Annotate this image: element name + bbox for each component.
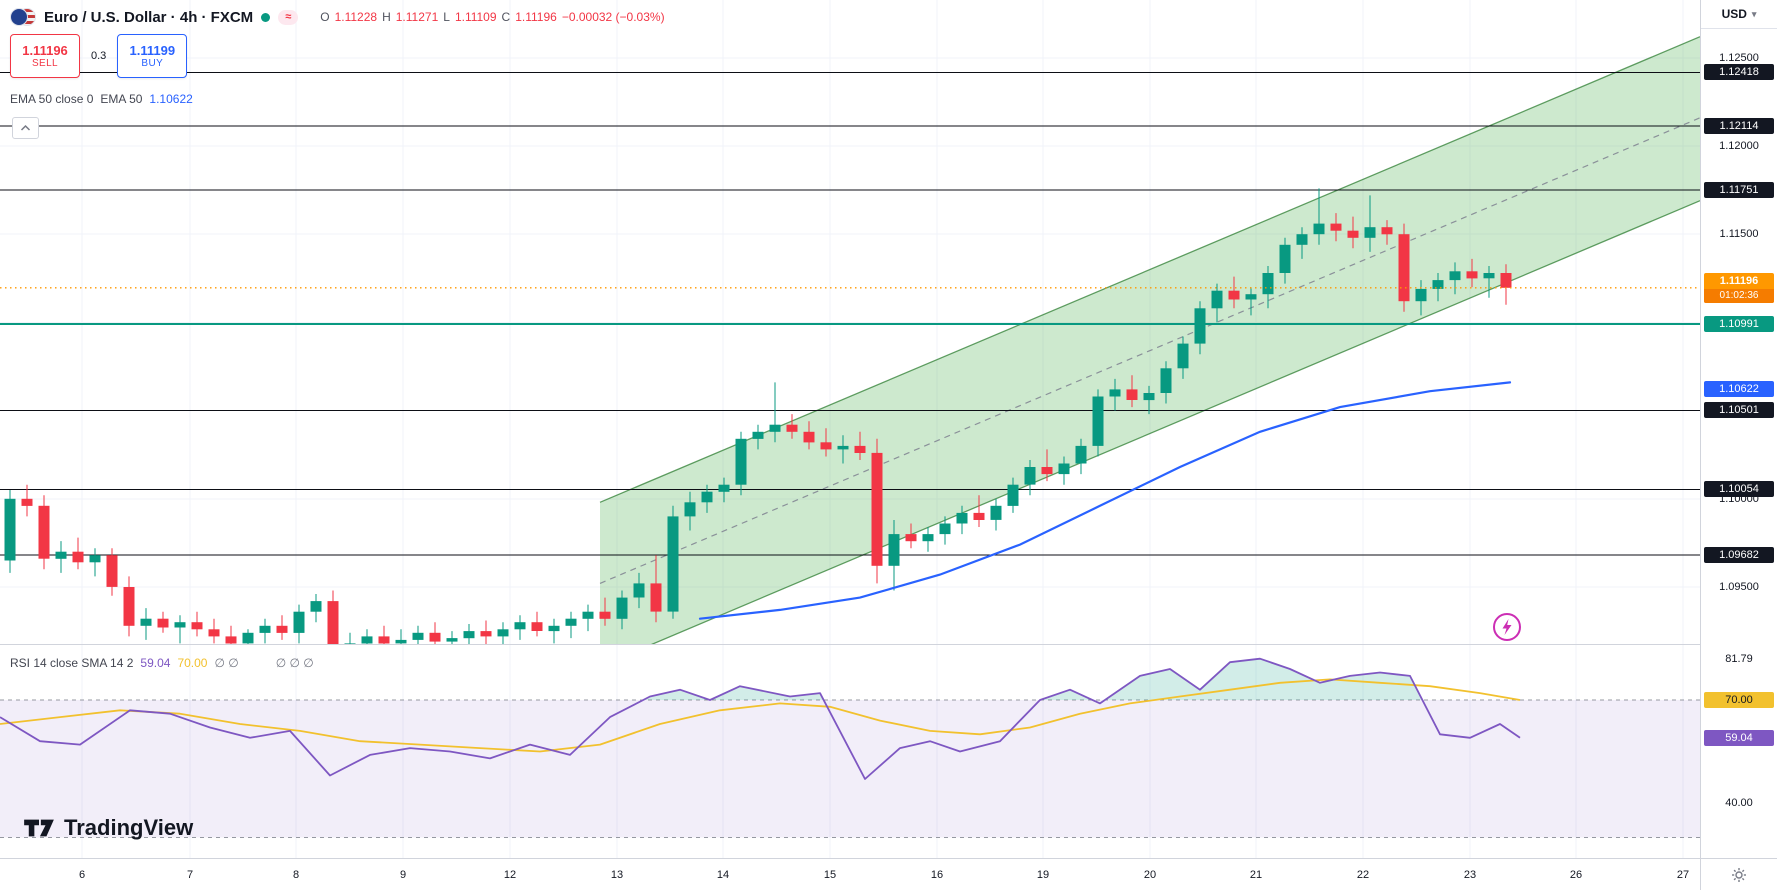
- rsi-null-values-2: ∅ ∅ ∅: [275, 656, 314, 670]
- axis-price-badge: 1.10054: [1704, 481, 1774, 497]
- time-tick-label: 14: [716, 869, 730, 881]
- symbol-logo-icon[interactable]: [10, 8, 36, 26]
- time-tick-label: 15: [823, 869, 837, 881]
- gear-icon: [1731, 867, 1747, 883]
- sell-label: SELL: [31, 58, 59, 69]
- ema-legend: EMA 50 close 0 EMA 50 1.10622: [10, 92, 193, 106]
- axis-price-badge: 70.00: [1704, 692, 1774, 708]
- ema-title[interactable]: EMA 50 close 0: [10, 92, 94, 106]
- tradingview-logo-text: TradingView: [64, 815, 194, 840]
- buy-label: BUY: [141, 58, 164, 69]
- axis-tick-label: 1.09500: [1719, 581, 1759, 593]
- ohlc-values: O 1.11228 H 1.11271 L 1.11109 C 1.11196 −0.0…: [320, 10, 664, 24]
- time-tick-label: 26: [1569, 869, 1583, 881]
- axis-price-badge: 59.04: [1704, 730, 1774, 746]
- close-value: 1.11196: [515, 10, 557, 24]
- rsi-pane-canvas[interactable]: [0, 645, 1700, 858]
- open-label: O: [320, 10, 330, 24]
- lightning-bolt-icon: [1492, 612, 1522, 642]
- high-label: H: [382, 10, 391, 24]
- time-tick-label: 19: [1036, 869, 1050, 881]
- time-tick-label: 16: [930, 869, 944, 881]
- time-tick-label: 8: [292, 869, 300, 881]
- time-tick-label: 12: [503, 869, 517, 881]
- tradingview-mark-icon: [22, 815, 56, 841]
- time-tick-label: 27: [1676, 869, 1690, 881]
- last-price-countdown-badge: 1.11196 01:02:36: [1704, 273, 1774, 303]
- trade-panel: 1.11196 SELL 0.3 1.11199 BUY: [10, 34, 188, 78]
- axis-price-badge: 1.10622: [1704, 381, 1774, 397]
- time-scale[interactable]: 6 7 8 9 12 13 14 15 16 19 20 21 22 23 26 27: [0, 858, 1777, 890]
- axis-tick-label: 1.12500: [1719, 52, 1759, 64]
- axis-price-badge: 1.10501: [1704, 402, 1774, 418]
- market-status-dot-icon[interactable]: [261, 12, 271, 22]
- change-value: −0.00032 (−0.03%): [561, 10, 665, 24]
- rsi-sma-value: 70.00: [177, 656, 208, 670]
- time-tick-label: 13: [610, 869, 624, 881]
- price-scale[interactable]: USD ▾ 1.12500 1.12000 1.11500 1.10000 1.0950…: [1700, 0, 1777, 858]
- close-label: C: [501, 10, 511, 24]
- rsi-legend: RSI 14 close SMA 14 2 59.04 70.00 ∅ ∅ ∅ …: [10, 656, 314, 670]
- sell-button[interactable]: 1.11196 SELL: [10, 34, 80, 78]
- open-value: 1.11228: [334, 10, 378, 24]
- symbol-title[interactable]: Euro / U.S. Dollar · 4h · FXCM: [44, 8, 254, 26]
- chevron-up-icon: [20, 124, 31, 132]
- currency-selector[interactable]: USD ▾: [1701, 0, 1777, 29]
- currency-label: USD: [1721, 7, 1747, 21]
- buy-price: 1.11199: [129, 43, 176, 58]
- time-tick-label: 22: [1356, 869, 1370, 881]
- caret-down-icon: ▾: [1751, 8, 1757, 19]
- high-value: 1.11271: [395, 10, 439, 24]
- scale-settings-corner[interactable]: [1700, 859, 1777, 890]
- collapse-pane-button[interactable]: [12, 117, 39, 139]
- chart-header: Euro / U.S. Dollar · 4h · FXCM ≈ O 1.1122…: [10, 8, 665, 26]
- rsi-title[interactable]: RSI 14 close SMA 14 2: [10, 656, 134, 670]
- spread-value: 0.3: [91, 50, 107, 62]
- time-tick-label: 23: [1463, 869, 1477, 881]
- time-tick-label: 20: [1143, 869, 1157, 881]
- axis-price-badge: 1.12114: [1704, 118, 1774, 134]
- axis-tick-label: 1.12000: [1719, 140, 1759, 152]
- time-tick-label: 9: [399, 869, 407, 881]
- axis-price-badge: 1.12418: [1704, 64, 1774, 80]
- time-tick-label: 6: [78, 869, 86, 881]
- tradingview-logo[interactable]: TradingView: [22, 815, 193, 841]
- axis-tick-label: 1.11500: [1719, 228, 1759, 240]
- axis-price-badge: 1.11751: [1704, 182, 1774, 198]
- price-pane-canvas[interactable]: [0, 0, 1700, 645]
- ema-value: 1.10622: [149, 92, 193, 106]
- buy-button[interactable]: 1.11199 BUY: [117, 34, 188, 78]
- low-label: L: [443, 10, 450, 24]
- axis-tick-label: 40.00: [1725, 797, 1753, 809]
- rsi-value: 59.04: [140, 656, 171, 670]
- rsi-null-values: ∅ ∅: [214, 656, 239, 670]
- instant-trade-button[interactable]: [1492, 612, 1522, 642]
- axis-price-badge: 1.10991: [1704, 316, 1774, 332]
- sell-price: 1.11196: [22, 43, 68, 58]
- time-tick-label: 21: [1249, 869, 1263, 881]
- pane-divider[interactable]: [0, 644, 1777, 645]
- low-value: 1.11109: [454, 10, 497, 24]
- axis-tick-label: 81.79: [1725, 653, 1753, 665]
- axis-price-badge: 1.09682: [1704, 547, 1774, 563]
- time-tick-label: 7: [186, 869, 194, 881]
- delayed-data-icon[interactable]: ≈: [278, 9, 299, 25]
- ema-series-label: EMA 50: [100, 92, 143, 106]
